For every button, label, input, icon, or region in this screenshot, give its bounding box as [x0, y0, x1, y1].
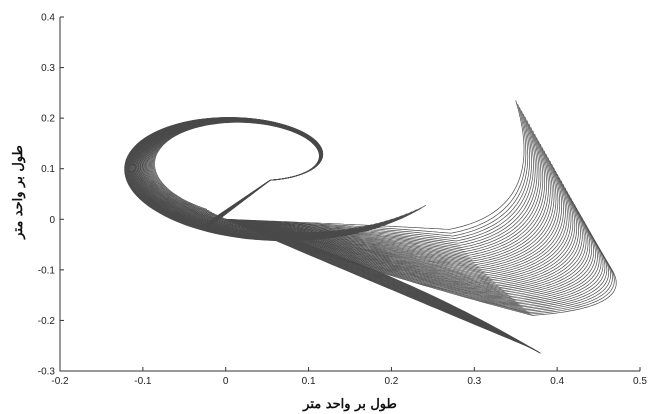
- y-tick-label: -0.1: [38, 265, 56, 276]
- right-fan-curve: [225, 100, 525, 230]
- right-fan-curve: [225, 103, 527, 234]
- x-tick-label: 0.3: [467, 376, 481, 387]
- right-fan-curve: [225, 157, 557, 267]
- right-fan-curve: [225, 113, 532, 242]
- x-tick-label: 0.4: [550, 376, 564, 387]
- right-fan-curve: [225, 210, 587, 293]
- x-ticks: -0.2 -0.1 0 0.1 0.2 0.3 0.4 0.5: [51, 367, 647, 387]
- right-fan-curve: [225, 140, 547, 258]
- right-fan-curve: [225, 214, 589, 294]
- right-fan-curve: [225, 194, 578, 285]
- right-fan-curve: [225, 107, 529, 237]
- right-fan-curve: [225, 218, 596, 300]
- x-tick-label: -0.2: [51, 376, 69, 387]
- right-fan-curve: [225, 127, 540, 250]
- right-fan-curve: [225, 143, 549, 260]
- right-fan-curve: [225, 218, 593, 297]
- right-fan-curve: [225, 218, 594, 299]
- right-fan-curve: [225, 110, 530, 239]
- y-tick-label: 0.2: [41, 114, 55, 125]
- right-fan-curve: [225, 197, 579, 287]
- right-fan-curve: [225, 170, 564, 274]
- right-fan-curve: [225, 137, 546, 256]
- right-fan-curve: [225, 167, 562, 272]
- right-fan-curve: [225, 207, 585, 291]
- right-fan-curve: [225, 160, 559, 269]
- right-fan-curve: [225, 123, 538, 248]
- x-tick-label: 0.2: [384, 376, 398, 387]
- right-fan-curve: [225, 184, 572, 280]
- right-fan-lower-curve: [225, 218, 533, 349]
- right-fan-curve: [225, 117, 534, 244]
- curve-group: [124, 100, 617, 354]
- right-fan-curve: [225, 153, 555, 265]
- y-tick-label: -0.2: [38, 316, 56, 327]
- right-fan-curve: [225, 187, 574, 282]
- x-tick-label: 0: [223, 376, 229, 387]
- right-fan-curve: [225, 217, 591, 296]
- right-fan-curve: [225, 204, 583, 290]
- right-fan-curve: [225, 174, 566, 276]
- y-tick-label: 0.3: [41, 63, 55, 74]
- right-fan-curve: [225, 133, 544, 254]
- y-tick-label: -0.3: [38, 367, 56, 378]
- y-axis-label: طول بر واحد متر: [11, 145, 26, 240]
- right-fan-curve: [225, 150, 553, 264]
- left-spiral-curve: [124, 117, 426, 242]
- x-axis-label: طول بر واحد متر: [302, 397, 397, 412]
- right-fan-curve: [225, 120, 536, 246]
- right-fan-curve: [225, 218, 600, 303]
- y-tick-label: 0.4: [41, 13, 55, 24]
- right-fan-curve: [225, 130, 542, 252]
- x-tick-label: 0.1: [302, 376, 316, 387]
- right-fan-curve: [225, 180, 570, 279]
- right-fan-curve: [225, 190, 576, 284]
- right-fan-curve: [225, 200, 581, 288]
- y-tick-label: 0.1: [41, 164, 55, 175]
- y-ticks: -0.3 -0.2 -0.1 0 0.1 0.2 0.3 0.4: [38, 13, 64, 378]
- y-tick-label: 0: [49, 215, 55, 226]
- x-tick-label: -0.1: [134, 376, 152, 387]
- right-fan-curve: [225, 177, 568, 277]
- right-fan-curve: [225, 218, 598, 302]
- right-fan-curve: [225, 147, 551, 262]
- right-fan-curve: [225, 164, 561, 271]
- x-tick-label: 0.5: [633, 376, 647, 387]
